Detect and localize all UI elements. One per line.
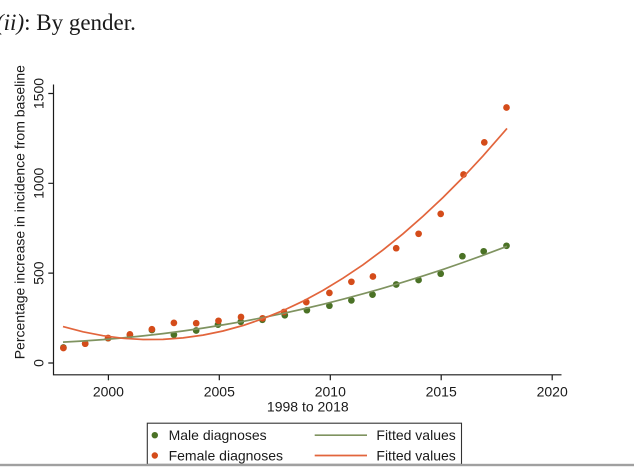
svg-text:0: 0 [30, 359, 46, 367]
svg-text:1000: 1000 [30, 168, 46, 199]
svg-text:(ii): By gender.: (ii): By gender. [0, 10, 136, 35]
svg-text:2010: 2010 [315, 384, 346, 400]
svg-text:2005: 2005 [204, 384, 235, 400]
svg-text:Percentage increase in inciden: Percentage increase in incidence from ba… [12, 65, 28, 359]
svg-text:500: 500 [30, 261, 46, 285]
svg-text:1998 to 2018: 1998 to 2018 [267, 399, 349, 415]
svg-text:1500: 1500 [30, 78, 46, 109]
svg-text:2000: 2000 [93, 384, 124, 400]
svg-text:Female diagnoses: Female diagnoses [169, 448, 283, 464]
svg-text:2015: 2015 [426, 384, 457, 400]
svg-text:2020: 2020 [537, 384, 568, 400]
svg-text:Fitted values: Fitted values [376, 448, 455, 464]
svg-text:Male diagnoses: Male diagnoses [169, 427, 267, 443]
svg-text:Fitted values: Fitted values [376, 427, 455, 443]
